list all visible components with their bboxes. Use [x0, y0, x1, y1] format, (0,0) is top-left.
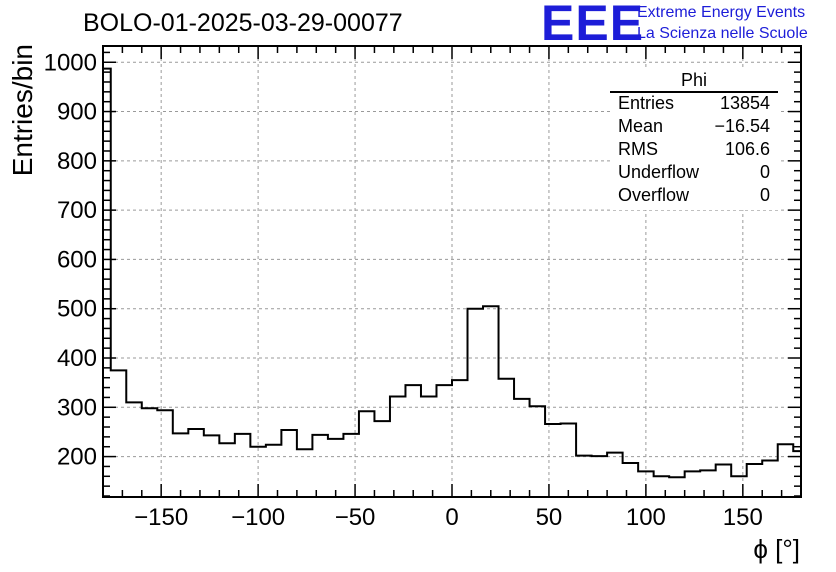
- y-tick-label: 1000: [44, 49, 97, 76]
- eee-logo: EEE: [541, 0, 645, 51]
- y-tick-label: 300: [57, 394, 97, 421]
- stats-label: Entries: [618, 93, 675, 113]
- x-tick-label: −100: [231, 504, 285, 531]
- x-axis-ticks: −150 −100 −50 0 50 100 150: [102, 46, 802, 531]
- logo-caption-line2: La Scienza nelle Scuole: [637, 25, 808, 42]
- stats-value: 0: [759, 185, 770, 205]
- y-tick-label: 700: [57, 197, 97, 224]
- stats-row-rms: RMS 106.6: [618, 139, 770, 162]
- stats-label: RMS: [618, 139, 658, 159]
- stats-label: Overflow: [618, 185, 690, 205]
- stats-row-underflow: Underflow 0: [618, 162, 770, 185]
- stats-value: 0: [759, 162, 770, 182]
- x-tick-label: 0: [445, 504, 458, 531]
- x-tick-label: 100: [626, 504, 666, 531]
- x-tick-label: −150: [134, 504, 188, 531]
- histogram-line: [103, 67, 801, 479]
- y-tick-label: 500: [57, 296, 97, 323]
- grid-lines: [103, 46, 801, 497]
- x-tick-label: 50: [536, 504, 563, 531]
- stats-divider: [610, 91, 778, 93]
- stats-label: Underflow: [618, 162, 700, 182]
- y-axis-ticks: 200 300 400 500 600 700 800 900 1000: [44, 49, 801, 497]
- x-axis-label: ϕ [°]: [753, 534, 800, 564]
- y-tick-label: 600: [57, 246, 97, 273]
- stats-value: 106.6: [724, 139, 770, 159]
- stats-box: Phi Entries 13854 Mean −16.54 RMS 106.6 …: [610, 70, 778, 210]
- stats-row-overflow: Overflow 0: [618, 185, 770, 208]
- x-tick-label: 150: [723, 504, 763, 531]
- logo-caption-line1: Extreme Energy Events: [637, 4, 806, 21]
- stats-value: 13854: [719, 93, 770, 113]
- x-tick-label: −50: [335, 504, 376, 531]
- y-axis-label: Entries/bin: [7, 44, 38, 176]
- y-tick-label: 900: [57, 99, 97, 126]
- y-tick-label: 400: [57, 345, 97, 372]
- stats-value: −16.54: [714, 116, 770, 136]
- stats-label: Mean: [618, 116, 664, 136]
- y-tick-label: 200: [57, 444, 97, 471]
- stats-title: Phi: [680, 70, 707, 90]
- stats-row-entries: Entries 13854: [618, 93, 770, 116]
- y-tick-label: 800: [57, 148, 97, 175]
- page-title: BOLO-01-2025-03-29-00077: [83, 9, 403, 37]
- stats-row-mean: Mean −16.54: [618, 116, 770, 139]
